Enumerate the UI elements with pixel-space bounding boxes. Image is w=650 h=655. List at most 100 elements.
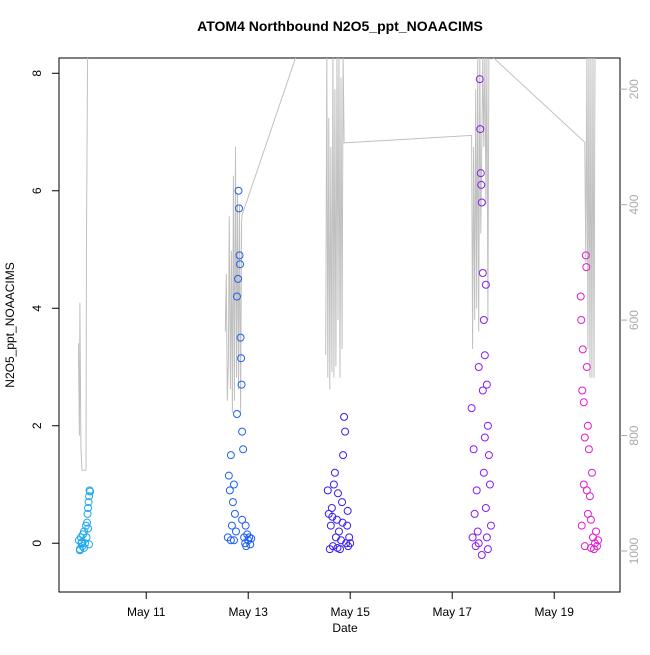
point: [235, 204, 244, 213]
point: [85, 492, 94, 501]
point: [592, 527, 601, 536]
point: [75, 546, 84, 555]
point: [226, 451, 235, 460]
point: [343, 506, 352, 515]
point: [242, 542, 251, 551]
point: [83, 518, 92, 527]
point: [478, 386, 487, 395]
point: [579, 398, 588, 407]
point: [473, 527, 482, 536]
point: [479, 468, 488, 477]
point: [470, 509, 479, 518]
point: [482, 380, 491, 389]
point: [584, 445, 593, 454]
point: [486, 521, 495, 530]
point: [583, 421, 592, 430]
y-tick-label: 2: [30, 422, 44, 429]
point: [577, 316, 586, 325]
y2-tick-label: 1000: [627, 537, 641, 564]
chart-title: ATOM4 Northbound N2O5_ppt_NOAACIMS: [197, 18, 483, 34]
point: [333, 489, 342, 498]
point: [582, 263, 591, 272]
point: [482, 533, 491, 542]
point: [467, 404, 476, 413]
point: [476, 169, 485, 178]
point: [235, 251, 244, 260]
point: [84, 524, 93, 533]
point: [236, 260, 245, 269]
point: [227, 521, 236, 530]
point: [232, 410, 241, 418]
point: [326, 521, 335, 530]
point: [234, 186, 243, 195]
point: [475, 75, 484, 84]
point: [323, 486, 332, 495]
point: [228, 498, 237, 507]
point: [577, 521, 586, 530]
point: [477, 550, 486, 559]
point: [484, 451, 493, 460]
point: [341, 427, 350, 436]
point: [340, 412, 349, 421]
point: [328, 542, 337, 551]
point: [239, 445, 248, 454]
point: [229, 480, 238, 489]
point: [338, 498, 347, 507]
x-tick-label: May 13: [229, 605, 269, 619]
point: [238, 427, 247, 436]
point: [84, 498, 93, 507]
y2-tick-label: 600: [627, 310, 641, 330]
point: [479, 316, 488, 325]
point: [583, 509, 592, 518]
point: [582, 486, 591, 495]
point: [483, 545, 492, 554]
point: [231, 527, 240, 536]
point: [594, 536, 603, 545]
point: [333, 543, 342, 552]
point: [82, 533, 91, 542]
point: [84, 503, 93, 512]
point: [345, 533, 354, 542]
point: [581, 251, 590, 260]
x-tick-label: May 17: [433, 605, 473, 619]
point: [236, 333, 245, 342]
point: [246, 540, 255, 549]
point: [478, 269, 487, 278]
point: [237, 354, 246, 363]
point: [477, 180, 486, 189]
point: [247, 534, 256, 543]
point: [578, 345, 587, 354]
y2-tick-label: 200: [627, 79, 641, 99]
point: [85, 540, 94, 549]
y-tick-label: 0: [30, 540, 44, 547]
point: [329, 480, 338, 489]
x-tick-label: May 11: [127, 605, 166, 619]
point: [83, 509, 92, 518]
point: [232, 292, 241, 301]
plot-area: [74, 58, 603, 559]
point: [327, 503, 336, 512]
point: [481, 280, 490, 289]
point: [234, 274, 243, 283]
point: [468, 533, 477, 542]
point: [224, 471, 233, 480]
point: [474, 363, 483, 372]
x-tick-label: May 19: [535, 605, 575, 619]
y2-tick-label: 400: [627, 194, 641, 214]
point: [582, 363, 591, 372]
point: [77, 538, 86, 547]
point: [480, 351, 489, 360]
point: [237, 380, 246, 389]
point: [587, 468, 596, 477]
point: [330, 468, 339, 477]
point: [334, 527, 343, 536]
point: [339, 451, 348, 460]
point: [328, 512, 337, 521]
point: [580, 433, 589, 442]
point: [338, 518, 347, 527]
y-tick-label: 8: [30, 70, 44, 77]
point: [346, 539, 355, 548]
point: [226, 536, 235, 545]
point: [238, 515, 247, 524]
